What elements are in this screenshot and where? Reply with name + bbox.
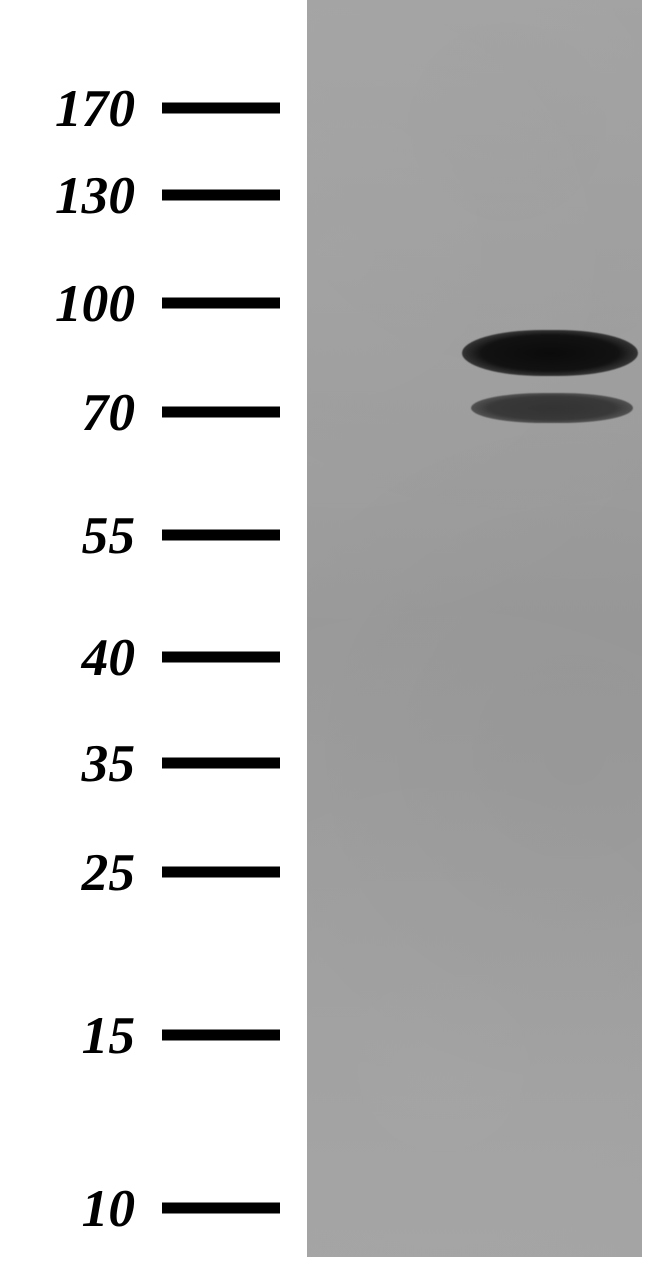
mw-marker-tick xyxy=(162,758,280,769)
membrane-noise xyxy=(307,0,642,1257)
mw-marker-label: 55 xyxy=(82,504,135,566)
blot-band xyxy=(471,393,633,423)
mw-marker-label: 10 xyxy=(82,1177,135,1239)
mw-marker-tick xyxy=(162,1203,280,1214)
mw-marker-label: 130 xyxy=(55,164,135,226)
mw-marker-tick xyxy=(162,530,280,541)
figure-root: 170 130 100 70 55 40 35 25 15 10 xyxy=(0,0,650,1273)
blot-membrane xyxy=(307,0,642,1257)
blot-band xyxy=(462,330,638,376)
mw-marker-label: 100 xyxy=(55,272,135,334)
mw-marker-label: 40 xyxy=(82,626,135,688)
mw-ladder: 170 130 100 70 55 40 35 25 15 10 xyxy=(0,0,290,1273)
mw-marker-tick xyxy=(162,1030,280,1041)
mw-marker-label: 35 xyxy=(82,732,135,794)
mw-marker-tick xyxy=(162,103,280,114)
mw-marker-tick xyxy=(162,652,280,663)
mw-marker-label: 25 xyxy=(82,841,135,903)
mw-marker-tick xyxy=(162,407,280,418)
mw-marker-tick xyxy=(162,867,280,878)
mw-marker-label: 70 xyxy=(82,381,135,443)
mw-marker-tick xyxy=(162,190,280,201)
mw-marker-tick xyxy=(162,298,280,309)
mw-marker-label: 170 xyxy=(55,77,135,139)
mw-marker-label: 15 xyxy=(82,1004,135,1066)
